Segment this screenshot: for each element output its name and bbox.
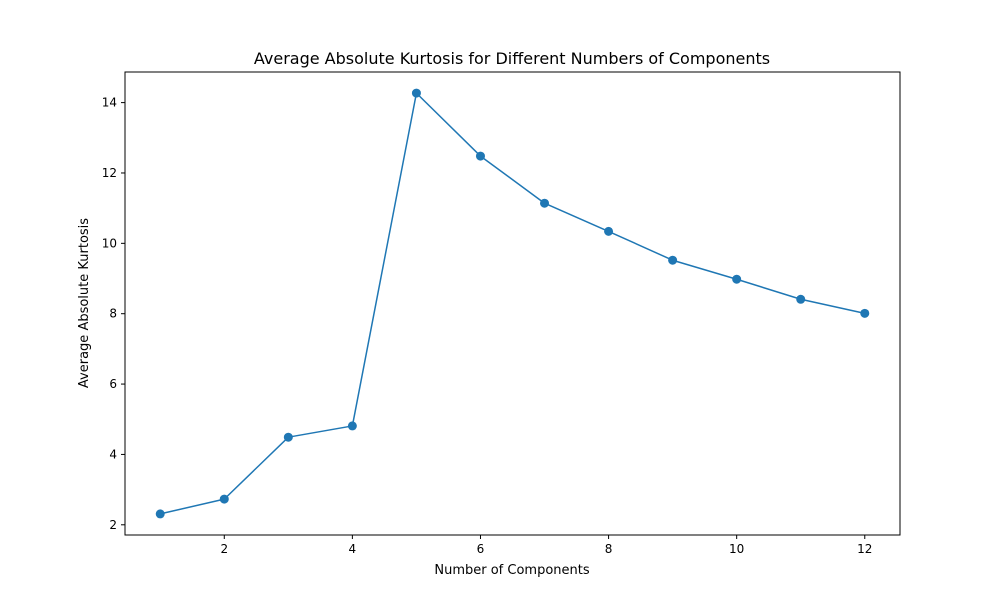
x-tick-label: 8 — [605, 542, 613, 556]
plot-frame — [124, 71, 901, 536]
data-point — [732, 274, 742, 284]
chart-title: Average Absolute Kurtosis for Different … — [254, 49, 770, 68]
data-point — [283, 432, 293, 442]
x-tick-label: 10 — [729, 542, 744, 556]
data-point — [347, 421, 357, 431]
x-tick-label: 4 — [349, 542, 357, 556]
x-tick-label: 12 — [857, 542, 872, 556]
data-point — [219, 494, 229, 504]
data-point — [475, 151, 485, 161]
data-point — [411, 88, 421, 98]
y-tick-label: 8 — [109, 307, 117, 321]
y-tick-label: 4 — [109, 447, 117, 461]
y-tick-label: 10 — [102, 236, 117, 250]
data-point — [604, 226, 614, 236]
data-point — [668, 255, 678, 265]
y-axis-label: Average Absolute Kurtosis — [77, 218, 92, 388]
y-tick-label: 6 — [109, 377, 117, 391]
y-tick-label: 12 — [102, 166, 117, 180]
y-tick-label: 14 — [102, 96, 117, 110]
series-line — [160, 92, 865, 515]
x-axis-label: Number of Components — [434, 563, 589, 578]
x-tick-label: 6 — [477, 542, 485, 556]
data-point — [860, 308, 870, 318]
data-point — [540, 198, 550, 208]
plot-area: 2 4 6 8 10 12 2 4 6 8 10 12 14 — [102, 71, 901, 556]
x-tick-label: 2 — [220, 542, 228, 556]
data-point — [796, 294, 806, 304]
data-point — [155, 509, 165, 519]
y-tick-label: 2 — [109, 518, 117, 532]
